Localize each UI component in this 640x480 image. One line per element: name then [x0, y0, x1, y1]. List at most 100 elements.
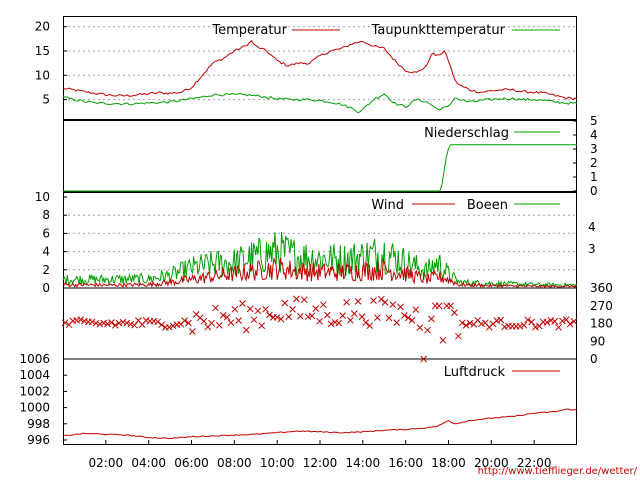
- dir-y-tick-0: 0: [590, 352, 598, 366]
- wind-direction-point-125: [543, 319, 551, 326]
- temperature-y-tick-5: 5: [42, 93, 50, 107]
- wind-direction-point-7: [88, 318, 96, 326]
- wind-y-tick-2: 2: [42, 263, 50, 277]
- wind-direction-point-126: [547, 317, 555, 324]
- wind-direction-point-121: [528, 318, 535, 326]
- series-boeen-line: [62, 231, 577, 288]
- pressure-y-tick-1004: 1004: [19, 368, 50, 382]
- wind-direction-point-60: [293, 295, 300, 303]
- wind-direction-point-48: [246, 305, 254, 313]
- wind-direction-point-11: [104, 320, 111, 328]
- wind-direction-point-79: [366, 322, 374, 330]
- wind-direction-point-100: [447, 302, 454, 310]
- wind-direction-point-104: [462, 322, 470, 329]
- wind-direction-point-45: [235, 317, 242, 324]
- wind-direction-point-72: [339, 312, 347, 319]
- tick-labels: 02:00 04:00 06:00 08:00 10:00 12:00 14:00 16:00…: [19, 20, 612, 470]
- wind-direction-point-98: [439, 336, 447, 344]
- wind-direction-point-88: [401, 312, 408, 319]
- wind-direction-point-59: [289, 306, 296, 313]
- x-tick-label-0800: 08:00: [217, 456, 252, 470]
- wind-direction-point-64: [308, 312, 316, 320]
- wind-direction-point-61: [296, 312, 304, 320]
- wind-direction-point-17: [127, 320, 135, 328]
- wind-direction-point-81: [374, 314, 381, 322]
- wind-direction-point-97: [435, 302, 443, 310]
- grid-lines: [63, 26, 577, 271]
- wind-direction-point-66: [316, 317, 323, 325]
- wind-direction-point-9: [96, 320, 104, 328]
- wind-direction-point-27: [165, 323, 173, 331]
- wind-direction-point-42: [223, 313, 231, 321]
- wind-direction-point-102: [455, 332, 462, 340]
- wind-direction-point-132: [570, 318, 578, 325]
- wind-direction-point-77: [358, 313, 366, 320]
- wind-direction-point-13: [111, 322, 119, 329]
- wind-y-tick-0: 0: [42, 281, 50, 295]
- wind-direction-point-58: [285, 313, 293, 321]
- temperature-y-tick-10: 10: [35, 68, 50, 82]
- wind-direction-point-50: [254, 307, 262, 315]
- x-tick-label-0600: 06:00: [174, 456, 209, 470]
- wind-direction-point-118: [516, 322, 524, 330]
- wind-direction-point-73: [343, 298, 350, 306]
- wind-y-tick-4: 4: [42, 245, 50, 259]
- dir-y-tick-270: 270: [590, 299, 613, 313]
- x-tick-label-1400: 14:00: [346, 456, 381, 470]
- legend-luftdruck-label: Luftdruck: [444, 365, 506, 380]
- wind-direction-point-33: [189, 328, 196, 335]
- wind-direction-point-44: [231, 305, 239, 313]
- precip-y-tick-1: 1: [590, 170, 598, 184]
- x-tick-label-1200: 12:00: [303, 456, 338, 470]
- precip-y-tick-3: 3: [590, 142, 598, 156]
- wind-direction-point-4: [77, 316, 84, 323]
- x-tick-label-2200: 22:00: [517, 456, 552, 470]
- pressure-y-tick-998: 998: [27, 417, 50, 431]
- wind-direction-point-103: [458, 319, 466, 327]
- wind-y-tick-8: 8: [42, 208, 50, 222]
- legend-boeen-label: Boeen: [467, 198, 508, 213]
- wind-direction-point-56: [277, 315, 285, 323]
- wind-direction-point-91: [412, 306, 420, 313]
- precip-y-tick-2: 2: [590, 156, 598, 170]
- wind-direction-point-16: [123, 319, 131, 327]
- wind-direction-point-14: [115, 319, 123, 327]
- wind-direction-point-119: [520, 321, 528, 329]
- wind-direction-point-65: [312, 305, 320, 312]
- wind-direction-point-108: [478, 320, 485, 328]
- source-url[interactable]: http://www.tiefflieger.de/wetter/: [478, 466, 638, 477]
- wind-direction-point-131: [566, 320, 574, 328]
- wind-direction-point-89: [404, 314, 412, 322]
- pressure-y-tick-1002: 1002: [19, 384, 50, 398]
- wind-y-tick-6: 6: [42, 226, 50, 240]
- dir-y-tick-180: 180: [590, 317, 613, 331]
- legend-niederschlag-label: Niederschlag: [424, 126, 509, 141]
- wind-direction-point-32: [185, 319, 192, 327]
- x-tick-label-0400: 04:00: [131, 456, 166, 470]
- wind-direction-point-80: [370, 297, 377, 304]
- wind-direction-point-25: [158, 321, 165, 329]
- precip-y-tick-5: 5: [590, 114, 598, 128]
- wind-direction-point-122: [532, 323, 539, 331]
- wind-direction-point-40: [215, 321, 223, 329]
- pressure-y-tick-1000: 1000: [19, 401, 50, 415]
- dir-y-tick-360: 360: [590, 281, 613, 295]
- temperature-y-tick-15: 15: [35, 44, 50, 58]
- wind-direction-point-92: [416, 324, 424, 331]
- pressure-y-tick-1006: 1006: [19, 352, 50, 366]
- wind-direction-point-55: [273, 313, 281, 321]
- wind-direction-point-120: [524, 316, 532, 324]
- wind-direction-point-69: [327, 320, 335, 328]
- wind-direction-point-43: [227, 319, 235, 326]
- wind-direction-point-101: [451, 309, 458, 316]
- wind-direction-point-12: [108, 319, 115, 326]
- wind-direction-point-90: [408, 317, 416, 324]
- wind-direction-point-71: [335, 319, 343, 327]
- wind-direction-point-52: [262, 305, 269, 313]
- wind-direction-point-53: [266, 311, 273, 319]
- data-layer: [61, 40, 578, 440]
- wind-direction-point-41: [219, 312, 227, 319]
- wind-direction-point-105: [466, 319, 474, 327]
- wind-right-label-upper: 4: [588, 220, 596, 234]
- wind-direction-point-0: [61, 319, 69, 327]
